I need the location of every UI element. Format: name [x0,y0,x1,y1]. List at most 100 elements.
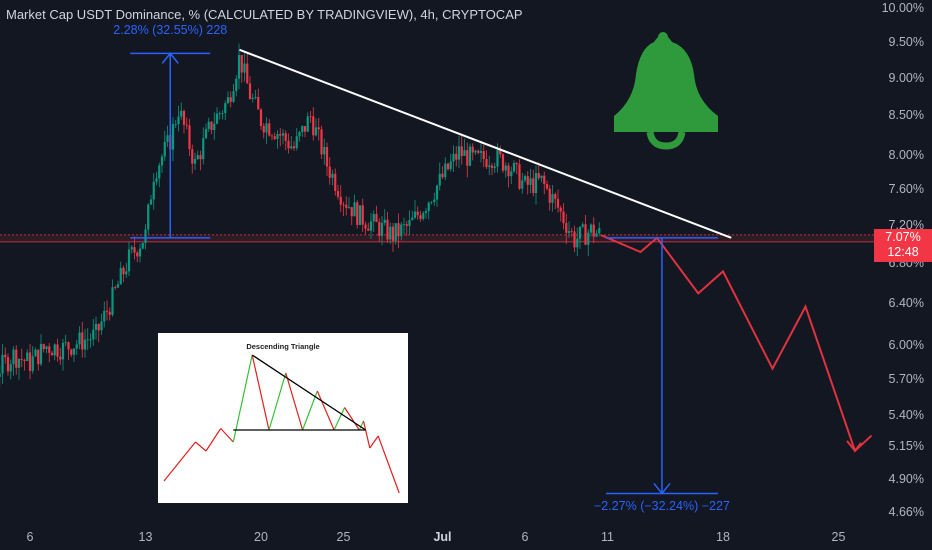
candle-body [257,96,260,110]
candle-body [111,287,114,315]
x-tick-label: 11 [601,530,614,544]
candle-body [570,231,573,232]
candle-body [48,346,51,353]
candle-body [405,224,408,226]
candle-body [284,133,287,141]
candle-body [287,140,290,149]
candle-body [532,178,535,194]
candle-body [323,146,326,155]
candle-body [122,267,125,275]
candle-body [31,356,34,371]
candle-body [298,132,301,137]
candle-body [556,198,560,208]
candle-body [243,63,246,73]
inset-title: Descending Triangle [246,342,320,351]
candle-body [97,324,100,331]
candle-body [435,185,439,200]
candle-body [460,146,463,156]
inset-segment [369,435,379,449]
candle-body [364,224,367,229]
candle-body [342,204,345,206]
candle-body [0,373,1,377]
candle-body [540,175,543,179]
candle-body [160,156,164,166]
y-tick-label: 6.40% [888,295,924,310]
candle-body [587,232,590,245]
candle-body [15,349,18,368]
candle-body [23,359,26,361]
candle-body [276,134,279,140]
inset-segment [302,390,318,431]
candle-body [309,116,312,118]
candle-body [163,141,166,157]
candle-body [70,349,73,355]
candle-body [369,221,373,231]
candle-body [581,224,584,227]
candle-body [240,55,243,73]
candle-body [515,163,518,165]
candle-body [383,219,386,223]
candle-body [138,248,142,257]
y-tick-label: 7.60% [888,182,924,197]
candle-body [81,332,84,350]
candle-body [268,123,271,136]
inset-resistance [251,354,366,431]
candle-body [598,228,601,234]
candle-body [488,165,491,168]
candle-body [534,173,538,194]
x-tick-label: 25 [336,530,351,544]
candle-body [463,150,466,156]
candle-body [133,247,136,253]
candle-body [523,176,527,181]
candle-body [328,166,331,178]
candle-body [265,123,268,133]
descending-triangle-inset: Descending Triangle [158,333,408,503]
candle-body [213,123,216,131]
resistance-trendline [239,48,732,239]
y-tick-label: 8.50% [888,108,924,123]
inset-segment [285,372,304,431]
candle-body [512,163,516,172]
candle-body [119,267,122,285]
inset-segment [358,420,365,431]
y-tick-label: 4.66% [888,505,924,519]
support-band [0,234,874,242]
candle-body [218,113,221,115]
candle-body [83,339,87,350]
candle-body [336,191,340,197]
candle-body [125,271,128,275]
candle-body [325,146,329,167]
candle-body [339,196,342,205]
x-tick-label: 25 [831,530,846,544]
candle-body [26,352,29,361]
bell-icon [614,32,718,150]
candle-body [567,231,571,233]
candle-body [20,359,23,360]
candle-body [320,129,323,155]
candle-body [149,199,153,205]
candle-body [221,112,224,114]
candle-body [551,194,554,203]
candle-body [565,223,568,233]
candle-body [166,135,169,142]
measure-down-arrow [653,482,671,495]
candle-body [482,151,485,160]
trendline [239,48,732,239]
candle-body [141,242,144,249]
candle-body [86,339,89,341]
candle-body [592,224,595,237]
candle-body [136,252,139,257]
candle-body [391,226,395,241]
inset-segment [220,428,234,443]
candle-body [254,96,257,98]
candle-body [345,204,348,208]
y-tick-label: 7.20% [888,217,924,232]
measure-down-label: −2.27% (−32.24%) −227 [594,499,730,514]
inset-segment [195,441,207,452]
candle-body [372,214,375,222]
candle-body [248,83,252,100]
x-tick-label: 20 [254,530,268,544]
candle-body [185,124,188,126]
candle-body [402,224,406,226]
